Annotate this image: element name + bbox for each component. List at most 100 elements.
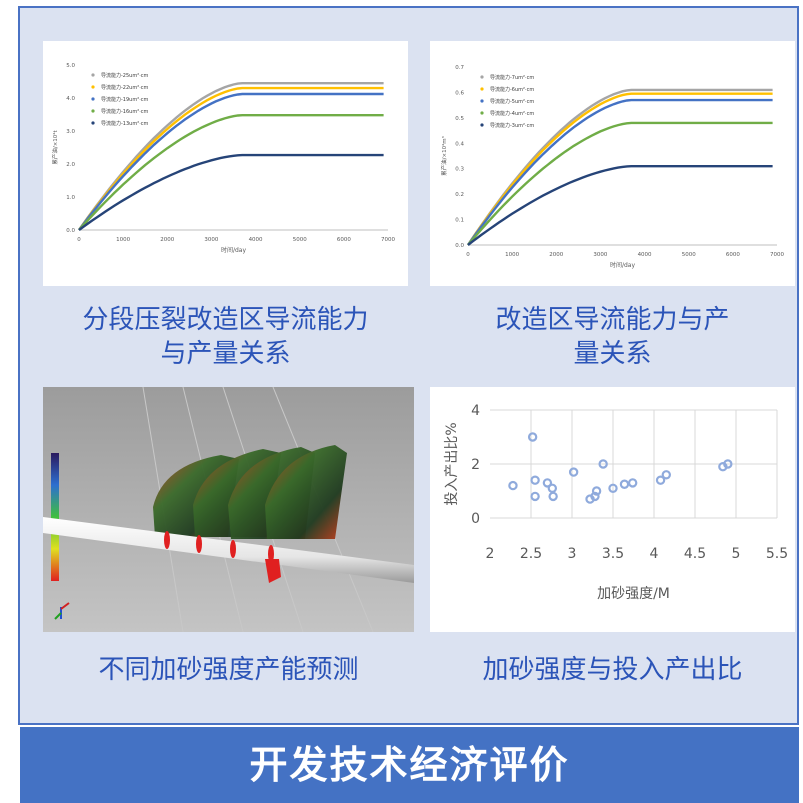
- caption-4: 加砂强度与投入产出比: [482, 655, 743, 685]
- legend-marker: [480, 99, 484, 103]
- caption-1-line1: 分段压裂改造区导流能力: [82, 305, 369, 335]
- x-tick-label: 3.5: [602, 546, 624, 562]
- series-line: [467, 165, 773, 246]
- x-axis-label: 时间/day: [610, 261, 636, 269]
- x-tick-label: 4000: [638, 252, 652, 258]
- legend-marker: [480, 87, 484, 91]
- legend-label: 导流能力-22um²·cm: [101, 84, 149, 91]
- scatter-point: [527, 432, 538, 442]
- y-tick-label: 5.0: [66, 63, 75, 69]
- scatter-point: [530, 475, 540, 485]
- legend-marker: [91, 85, 95, 89]
- legend-label: 导流能力-5um²·cm: [490, 98, 534, 105]
- series-line: [467, 98, 773, 246]
- x-tick-label: 3000: [204, 237, 218, 243]
- legend-label: 导流能力-7um²·cm: [490, 74, 534, 81]
- chart-panel-4: 0 2 4 2 2.5 3 3.5 4 4.5 5 5.5 加砂强度/M 投入产出比%: [430, 387, 795, 632]
- series-line: [78, 86, 384, 231]
- y-tick-label: 0: [471, 511, 480, 527]
- series-line: [78, 82, 384, 231]
- scatter-point: [547, 483, 558, 494]
- x-tick-label: 4: [650, 546, 659, 562]
- x-tick-label: 3000: [593, 252, 607, 258]
- scatter-point: [608, 483, 618, 494]
- x-tick-label: 0: [466, 252, 470, 258]
- series-line: [78, 92, 384, 231]
- scatter-point: [542, 478, 553, 488]
- scatter-point: [568, 467, 579, 477]
- y-tick-label: 3.0: [66, 129, 75, 135]
- scatter-point: [661, 470, 671, 480]
- legend-marker: [480, 75, 484, 79]
- caption-2-line1: 改造区导流能力与产: [495, 305, 730, 335]
- x-tick-label: 1000: [116, 237, 130, 243]
- caption-2: 改造区导流能力与产 量关系: [430, 303, 795, 371]
- legend-label: 导流能力-19um²·cm: [101, 96, 149, 103]
- y-tick-label: 2: [471, 457, 480, 473]
- y-tick-label: 0.1: [455, 218, 464, 224]
- legend-marker: [91, 97, 95, 101]
- legend-marker: [480, 111, 484, 115]
- caption-1-line2: 与产量关系: [160, 339, 291, 369]
- y-tick-label: 4.0: [66, 96, 75, 102]
- line-chart-fracture-conductivity: 0 1000 2000 3000 4000 5000 6000 7000 0.0 1.0 2.0 3.…: [51, 63, 395, 254]
- x-tick-label: 4.5: [684, 546, 706, 562]
- x-tick-label: 5.5: [766, 546, 788, 562]
- y-tick-label: 0.0: [455, 243, 464, 249]
- legend-label: 导流能力-3um²·cm: [490, 122, 534, 129]
- x-tick-label: 1000: [505, 252, 519, 258]
- x-tick-label: 0: [77, 237, 81, 243]
- series-line: [78, 114, 384, 231]
- x-tick-label: 4000: [249, 237, 263, 243]
- legend-marker: [91, 109, 95, 113]
- caption-3: 不同加砂强度产能预测: [98, 655, 359, 685]
- scatter-point: [619, 479, 630, 489]
- scatter-point: [723, 459, 733, 469]
- scatter-point: [508, 480, 518, 491]
- x-tick-label: 7000: [381, 237, 395, 243]
- legend-label: 导流能力-13um²·cm: [101, 120, 149, 127]
- x-tick-label: 2.5: [520, 546, 542, 562]
- x-tick-label: 2000: [549, 252, 563, 258]
- y-tick-label: 0.6: [455, 90, 464, 96]
- chart-panel-2: 0 1000 2000 3000 4000 5000 6000 7000 0.0 0.1 0.2 0.…: [430, 41, 795, 286]
- legend-label: 导流能力-16um²·cm: [101, 108, 149, 115]
- chart-panel-1: 0 1000 2000 3000 4000 5000 6000 7000 0.0 1.0 2.0 3.…: [43, 41, 408, 286]
- footer-title: 开发技术经济评价: [20, 727, 799, 803]
- simulation-render-panel: [43, 387, 414, 632]
- series-line: [467, 92, 773, 246]
- y-tick-label: 0.0: [66, 228, 75, 234]
- series-line: [467, 121, 773, 246]
- scatter-point: [627, 478, 638, 488]
- x-axis-label: 加砂强度/M: [597, 586, 670, 602]
- x-tick-label: 5000: [682, 252, 696, 258]
- legend-label: 导流能力-6um²·cm: [490, 86, 534, 93]
- scatter-point: [598, 459, 608, 469]
- y-tick-label: 1.0: [66, 195, 75, 201]
- legend-marker: [480, 123, 484, 127]
- y-tick-label: 2.0: [66, 162, 75, 168]
- x-tick-label: 6000: [337, 237, 351, 243]
- y-axis-label: 累产油/×10⁴t: [51, 129, 59, 164]
- y-tick-label: 0.7: [455, 65, 464, 71]
- legend-label: 导流能力-25um²·cm: [101, 72, 149, 79]
- scatter-point: [530, 491, 540, 502]
- x-tick-label: 2: [486, 546, 495, 562]
- caption-1: 分段压裂改造区导流能力 与产量关系: [43, 303, 408, 371]
- series-line: [78, 153, 384, 231]
- x-tick-label: 5000: [293, 237, 307, 243]
- scatter-point: [548, 491, 558, 502]
- scatter-chart-sand-intensity: 0 2 4 2 2.5 3 3.5 4 4.5 5 5.5 加砂强度/M 投入产出比%: [444, 403, 788, 602]
- y-tick-label: 4: [471, 403, 480, 419]
- y-axis-label: 累产油/×10⁴m³: [440, 136, 448, 176]
- y-axis-label: 投入产出比%: [444, 422, 460, 505]
- scatter-point: [590, 491, 600, 502]
- x-tick-label: 5: [732, 546, 741, 562]
- scatter-point: [655, 475, 666, 485]
- y-tick-label: 0.5: [455, 116, 464, 122]
- x-tick-label: 2000: [160, 237, 174, 243]
- line-chart-stimulated-zone-conductivity: 0 1000 2000 3000 4000 5000 6000 7000 0.0 0.1 0.2 0.…: [440, 65, 784, 269]
- y-tick-label: 0.2: [455, 192, 464, 198]
- fracture-simulation-image: [43, 387, 414, 632]
- x-tick-label: 3: [568, 546, 577, 562]
